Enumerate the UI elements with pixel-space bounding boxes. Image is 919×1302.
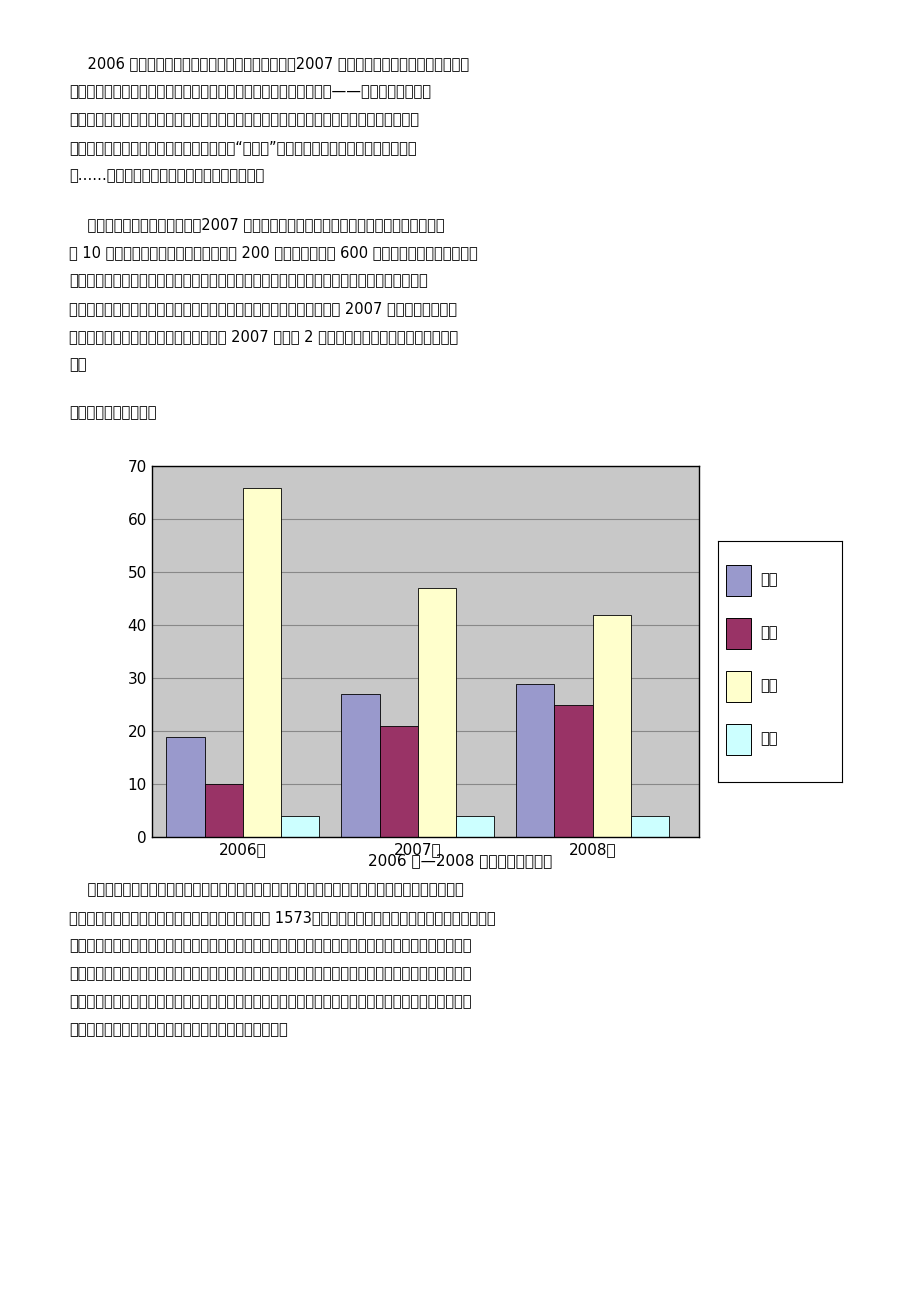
Bar — [417, 589, 455, 837]
Text: 白酒: 白酒 — [759, 572, 777, 587]
Text: 2006 年—2008 年酒类市场比例图: 2006 年—2008 年酒类市场比例图 — [368, 853, 551, 868]
Text: 增幅空间很大。随后以雷司令享誉国际酒坠的德国菲力克斯酒庄，也于 2007 年在重庆开设集品: 增幅空间很大。随后以雷司令享誉国际酒坠的德国菲力克斯酒庄，也于 2007 年在重… — [69, 301, 457, 316]
Bar — [554, 704, 592, 837]
Text: 国的名装酒。以重庆现增长的经济状况、酒类市场的比例来看，葡萄酒是被越来越多的人们所接受了，而: 国的名装酒。以重庆现增长的经济状况、酒类市场的比例来看，葡萄酒是被越来越多的人们… — [69, 966, 471, 980]
Bar — [516, 684, 554, 837]
Bar — [166, 737, 204, 837]
Text: 酒、储酒于一身的专营店。富隆酒窖也于 2007 年增设 2 家分店，以应对越来越兴旺的红酒市: 酒、储酒于一身的专营店。富隆酒窖也于 2007 年增设 2 家分店，以应对越来越… — [69, 328, 458, 344]
FancyBboxPatch shape — [725, 565, 750, 596]
Text: 起了一场轰轰烈烈的造庄运动。随后的动作更是层出不穷：张裕的储酒领地、桶装期酒；中: 起了一场轰轰烈烈的造庄运动。随后的动作更是层出不穷：张裕的储酒领地、桶装期酒；中 — [69, 112, 418, 128]
Text: （二）、酒类市场比列: （二）、酒类市场比列 — [69, 405, 156, 421]
Text: 2006 年下半年，整个红酒市场才开始繁盛起来，2007 年真是让我们开了眼：在葡萄酒商: 2006 年下半年，整个红酒市场才开始繁盛起来，2007 年真是让我们开了眼：在… — [69, 56, 469, 72]
Text: 销 10 来瓶，而品牌也由半年前开业时的 200 个增加到目前的 600 多个，重庆名庄国际的陈总: 销 10 来瓶，而品牌也由半年前开业时的 200 个增加到目前的 600 多个，… — [69, 245, 477, 260]
Text: 庄……这一切，都为红酒市场增添了一份精彩。: 庄……这一切，都为红酒市场增添了一份精彩。 — [69, 168, 264, 184]
Bar — [280, 816, 319, 837]
Bar — [204, 784, 243, 837]
Bar — [630, 816, 668, 837]
Text: 据重庆富隆酒窖的张总介绍，2007 年间售价两三千元的副牌拉菲和拉图，最多时每天能: 据重庆富隆酒窖的张总介绍，2007 年间售价两三千元的副牌拉菲和拉图，最多时每天… — [69, 216, 444, 232]
Text: 粮国际为打造中国顶级红酒俱乐部而创办的“长城汇”，通化葡萄酒收购加拿大皮家冰酒酒: 粮国际为打造中国顶级红酒俱乐部而创办的“长城汇”，通化葡萄酒收购加拿大皮家冰酒酒 — [69, 139, 416, 155]
Text: 档酒，价格低的销售量好。如：高档酒可以消费国窖 1573，五粮液；低档酒有普通的白酒红高粱，二锅头: 档酒，价格低的销售量好。如：高档酒可以消费国窖 1573，五粮液；低档酒有普通的… — [69, 910, 495, 924]
FancyBboxPatch shape — [725, 617, 750, 650]
Text: 红酒: 红酒 — [759, 625, 777, 639]
Text: 场。: 场。 — [69, 357, 86, 372]
Text: 其它: 其它 — [759, 730, 777, 746]
FancyBboxPatch shape — [725, 724, 750, 755]
FancyBboxPatch shape — [725, 671, 750, 702]
Text: 家格外高调的背后，是中国葡萄酒市场空前的繁荣。为了占领制高点——酒庄，各大品牌揀: 家格外高调的背后，是中国葡萄酒市场空前的繁荣。为了占领制高点——酒庄，各大品牌揀 — [69, 83, 430, 99]
Text: 且这几年都呈现着增长的趋势，但在目前市场还没有被打乱，还没有成熟的条件下我们进攻重庆市场我想: 且这几年都呈现着增长的趋势，但在目前市场还没有被打乱，还没有成熟的条件下我们进攻… — [69, 993, 471, 1009]
Bar — [341, 694, 380, 837]
Text: 称，上海、广州、杭州等城市的红酒屋数量如雨后春笋般遍地开花，而重庆尚处于试水阶段，: 称，上海、广州、杭州等城市的红酒屋数量如雨后春笋般遍地开花，而重庆尚处于试水阶段… — [69, 272, 427, 288]
Bar — [243, 487, 280, 837]
Text: 啊酒: 啊酒 — [759, 678, 777, 693]
Text: 重庆的酒水市场以价格来看呈现着两种极端的状态。一种是高档酒，价格高的销售量好，一种是低: 重庆的酒水市场以价格来看呈现着两种极端的状态。一种是高档酒，价格高的销售量好，一… — [69, 881, 463, 897]
Bar — [592, 615, 630, 837]
Text: 等。但在红酒市场来看，重庆市场上风行的酒就有两种，一种是张裕系列，一种是长城干红。其次就是法: 等。但在红酒市场来看，重庆市场上风行的酒就有两种，一种是张裕系列，一种是长城干红… — [69, 937, 471, 953]
Bar — [380, 727, 417, 837]
Bar — [455, 816, 494, 837]
Text: 必然是明智的拉择，因为谁不想做第一个吃蟹衹的人呢？: 必然是明智的拉择，因为谁不想做第一个吃蟹衹的人呢？ — [69, 1022, 288, 1036]
